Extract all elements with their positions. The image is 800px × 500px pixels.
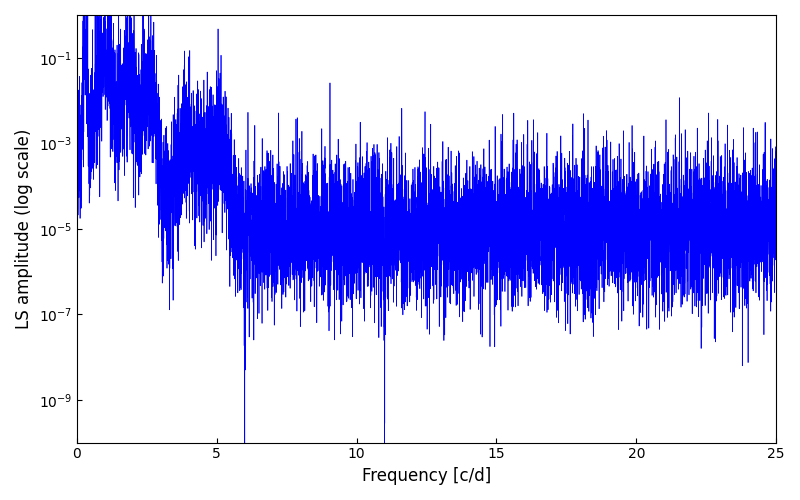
X-axis label: Frequency [c/d]: Frequency [c/d] xyxy=(362,467,491,485)
Y-axis label: LS amplitude (log scale): LS amplitude (log scale) xyxy=(15,128,33,329)
